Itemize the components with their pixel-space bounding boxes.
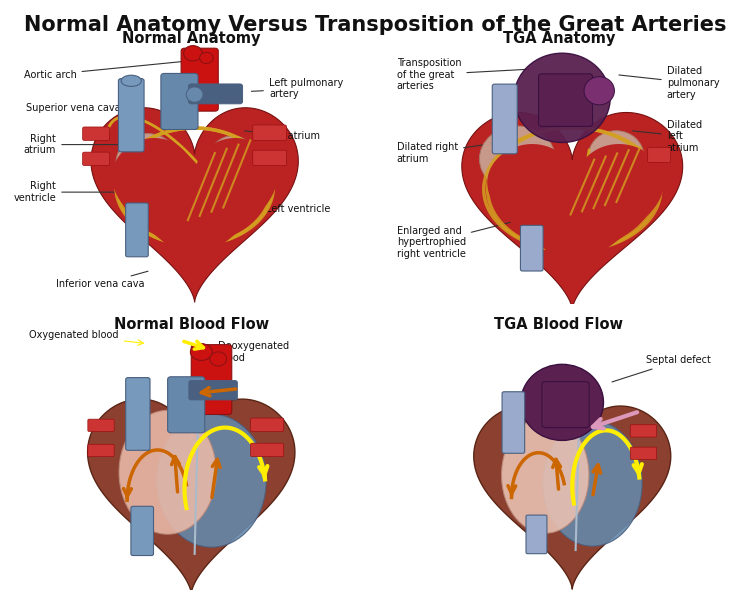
FancyBboxPatch shape [251, 443, 284, 457]
Ellipse shape [121, 75, 141, 86]
Text: Inferior vena cava: Inferior vena cava [56, 271, 148, 289]
FancyBboxPatch shape [251, 418, 284, 432]
Polygon shape [488, 144, 664, 285]
FancyBboxPatch shape [648, 148, 670, 162]
FancyBboxPatch shape [189, 381, 237, 400]
FancyBboxPatch shape [526, 515, 547, 554]
Text: Dilated
pulmonary
artery: Dilated pulmonary artery [619, 66, 719, 100]
Text: Left atrium: Left atrium [244, 131, 320, 141]
FancyBboxPatch shape [160, 74, 198, 130]
Text: Normal Anatomy Versus Transposition of the Great Arteries: Normal Anatomy Versus Transposition of t… [24, 15, 726, 35]
FancyBboxPatch shape [253, 125, 286, 140]
Ellipse shape [200, 52, 213, 63]
Ellipse shape [514, 53, 610, 142]
FancyBboxPatch shape [502, 392, 525, 454]
Text: Right
ventricle: Right ventricle [13, 181, 158, 203]
FancyBboxPatch shape [520, 226, 543, 271]
Ellipse shape [116, 134, 179, 193]
Polygon shape [88, 399, 295, 593]
Ellipse shape [520, 364, 604, 440]
Text: Aortic arch: Aortic arch [24, 61, 188, 80]
FancyBboxPatch shape [538, 74, 592, 126]
Polygon shape [112, 138, 277, 280]
Text: Deoxygenated
blood: Deoxygenated blood [214, 341, 290, 378]
Ellipse shape [543, 421, 642, 546]
Ellipse shape [190, 344, 212, 361]
FancyBboxPatch shape [126, 203, 148, 257]
Text: Enlarged and
hypertrophied
right ventricle: Enlarged and hypertrophied right ventric… [397, 212, 549, 259]
FancyBboxPatch shape [253, 150, 286, 165]
FancyBboxPatch shape [126, 378, 150, 451]
FancyBboxPatch shape [82, 152, 110, 165]
Text: Right
atrium: Right atrium [24, 134, 148, 156]
FancyBboxPatch shape [630, 447, 657, 460]
FancyBboxPatch shape [630, 425, 657, 437]
FancyBboxPatch shape [88, 419, 114, 432]
FancyBboxPatch shape [188, 84, 242, 104]
FancyBboxPatch shape [182, 48, 218, 111]
Ellipse shape [186, 87, 203, 102]
FancyBboxPatch shape [542, 382, 590, 427]
Ellipse shape [209, 136, 256, 182]
Polygon shape [91, 108, 298, 302]
Polygon shape [474, 406, 670, 589]
Text: Dilated right
atrium: Dilated right atrium [397, 142, 502, 164]
Text: Left pulmonary
artery: Left pulmonary artery [251, 78, 343, 100]
Ellipse shape [157, 414, 266, 547]
FancyBboxPatch shape [191, 345, 232, 415]
FancyBboxPatch shape [88, 444, 114, 457]
Ellipse shape [210, 352, 226, 366]
Ellipse shape [502, 417, 589, 533]
FancyBboxPatch shape [82, 127, 110, 140]
Ellipse shape [588, 131, 644, 182]
Text: TGA Anatomy: TGA Anatomy [503, 32, 615, 46]
Text: Left ventricle: Left ventricle [244, 198, 330, 214]
Ellipse shape [184, 46, 203, 61]
FancyBboxPatch shape [131, 506, 154, 556]
Text: Dilated
left
atrium: Dilated left atrium [632, 120, 702, 153]
FancyBboxPatch shape [118, 78, 144, 152]
Text: Superior vena cava: Superior vena cava [26, 100, 134, 113]
FancyBboxPatch shape [492, 84, 517, 154]
Ellipse shape [479, 126, 555, 192]
Text: Normal Anatomy: Normal Anatomy [122, 32, 260, 46]
Text: TGA Blood Flow: TGA Blood Flow [494, 317, 623, 332]
Ellipse shape [119, 410, 216, 534]
Text: Transposition
of the great
arteries: Transposition of the great arteries [397, 58, 529, 91]
Text: Oxygenated blood: Oxygenated blood [29, 330, 143, 345]
Ellipse shape [584, 77, 614, 105]
Text: Septal defect: Septal defect [612, 356, 711, 382]
Text: Normal Blood Flow: Normal Blood Flow [114, 317, 268, 332]
Polygon shape [462, 112, 682, 309]
FancyBboxPatch shape [168, 377, 205, 433]
